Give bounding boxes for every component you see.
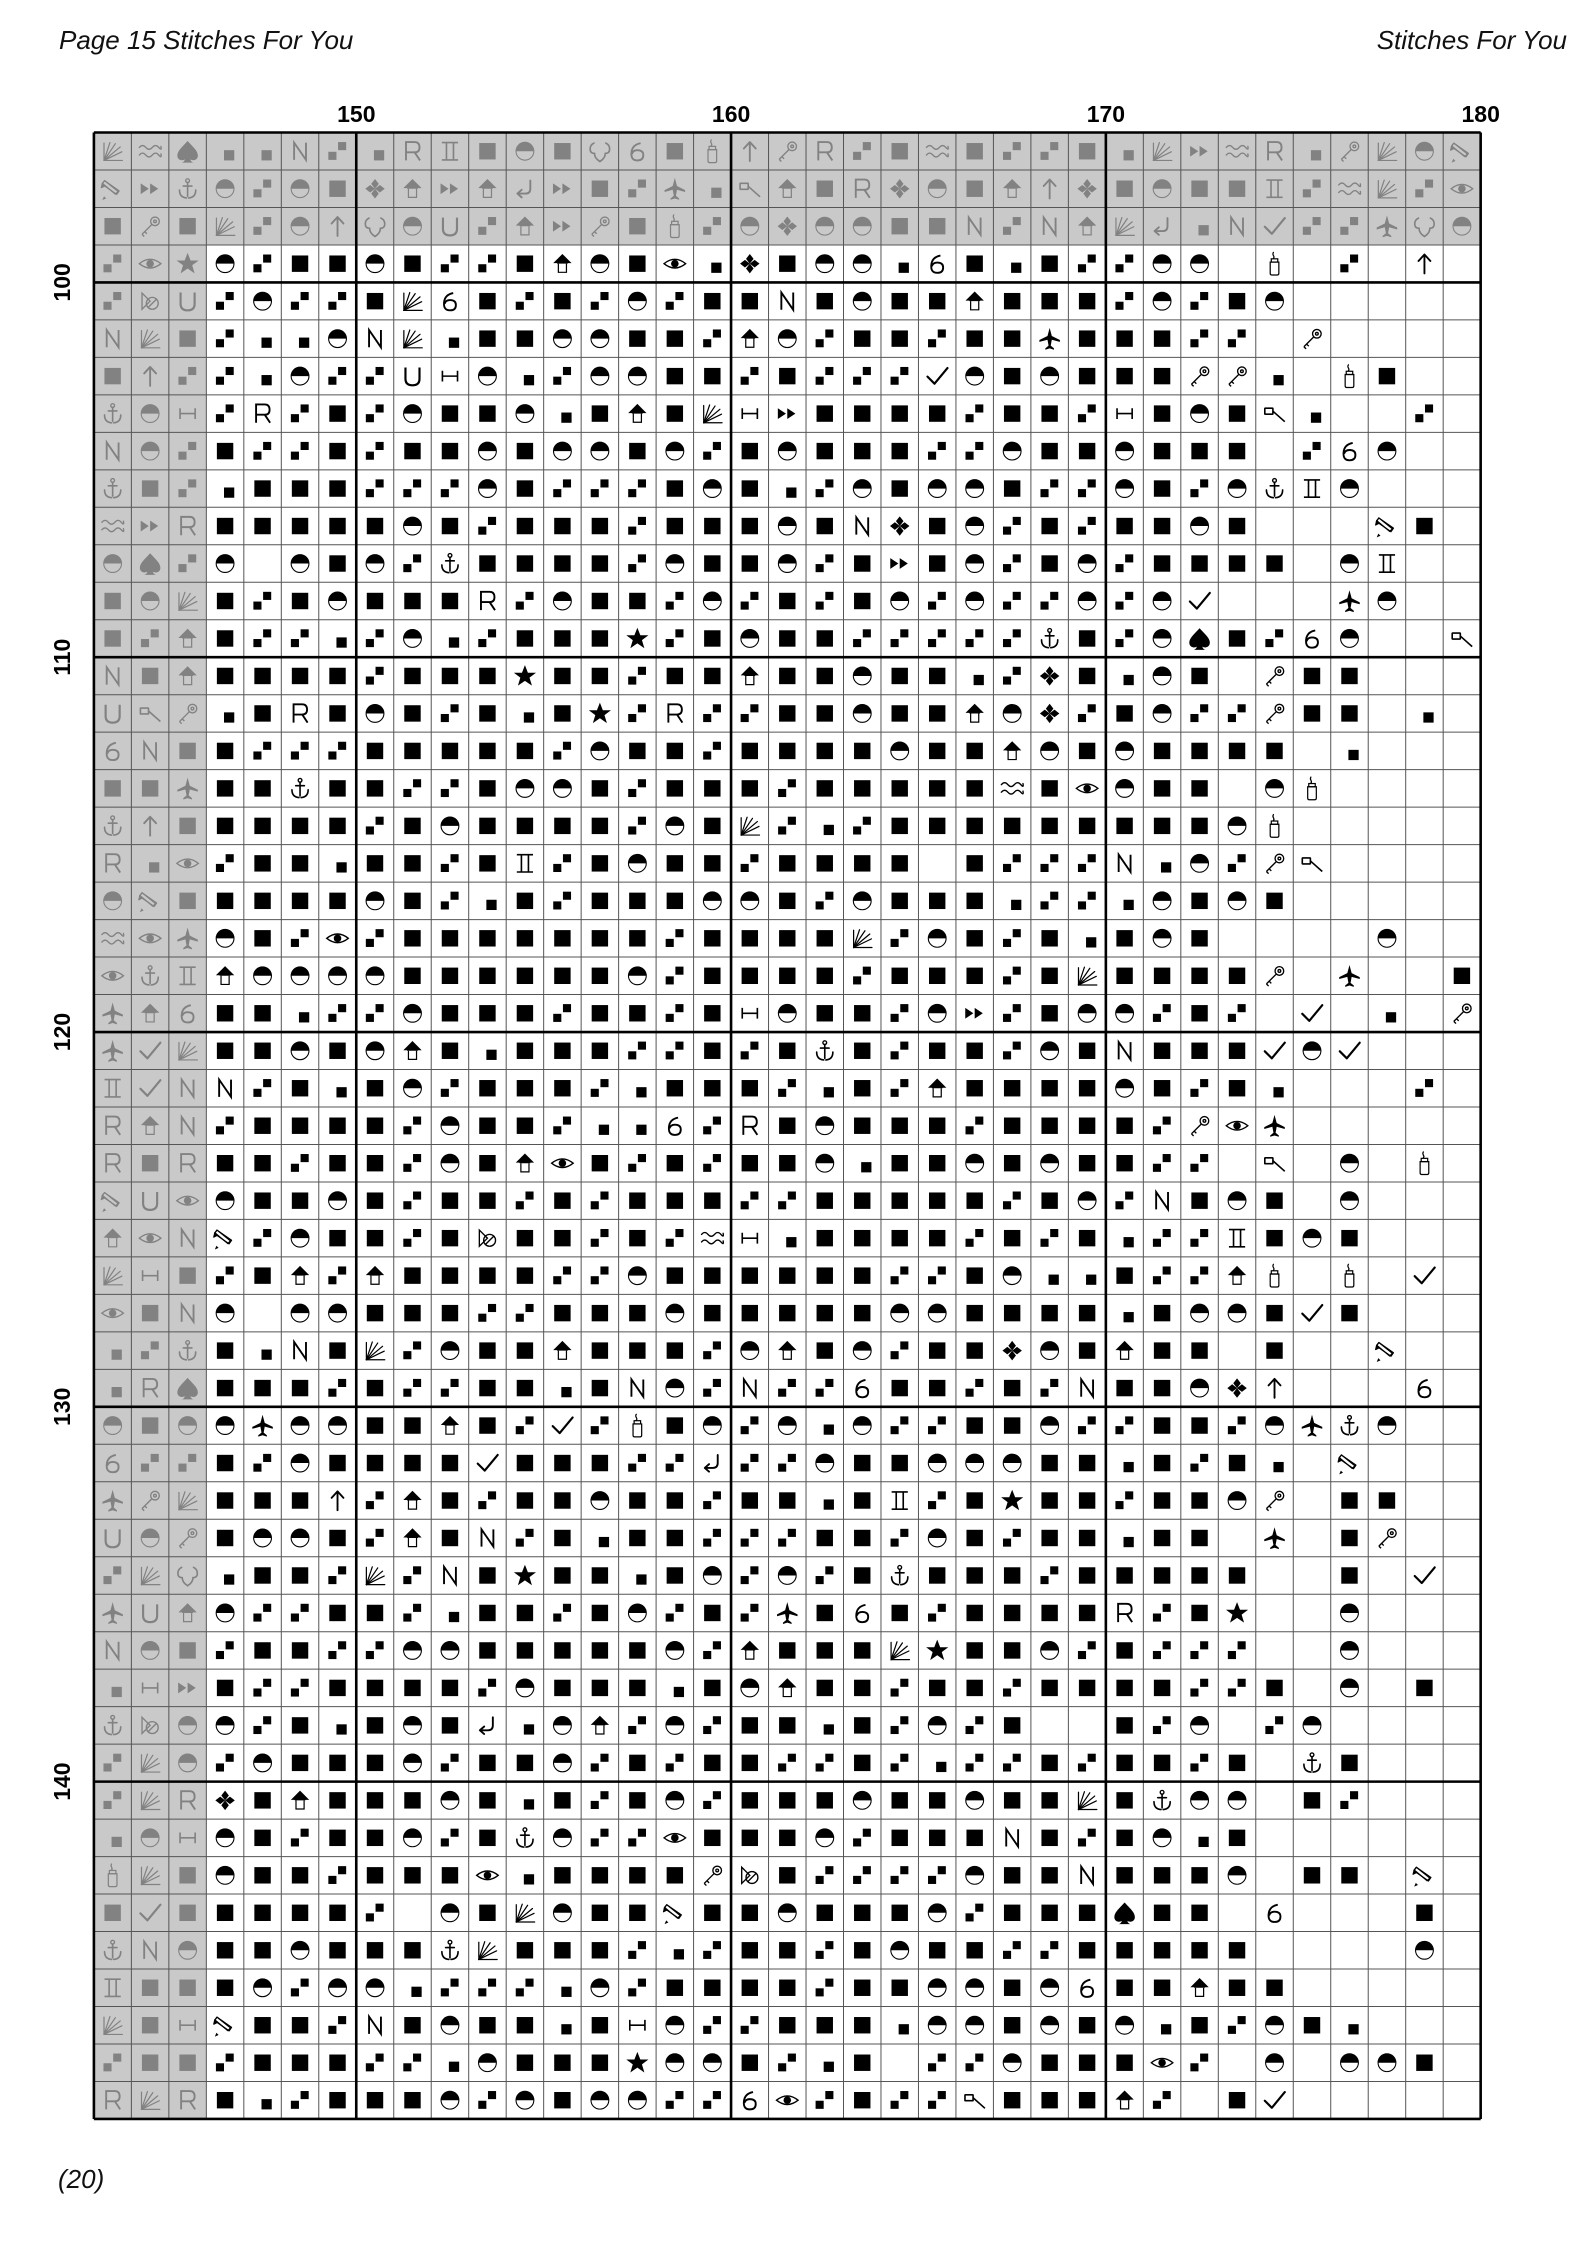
svg-text:170: 170 <box>1087 101 1125 127</box>
svg-text:140: 140 <box>49 1762 75 1800</box>
svg-text:110: 110 <box>49 639 75 676</box>
svg-text:130: 130 <box>49 1388 75 1426</box>
svg-text:Page 15 Stitches For You: Page 15 Stitches For You <box>59 25 353 55</box>
svg-text:150: 150 <box>337 101 375 127</box>
svg-text:180: 180 <box>1462 101 1500 127</box>
svg-text:100: 100 <box>49 263 75 301</box>
svg-text:120: 120 <box>49 1013 75 1051</box>
svg-text:(20): (20) <box>58 2164 104 2194</box>
svg-text:Stitches For You: Stitches For You <box>1377 25 1567 55</box>
svg-text:160: 160 <box>712 101 750 127</box>
